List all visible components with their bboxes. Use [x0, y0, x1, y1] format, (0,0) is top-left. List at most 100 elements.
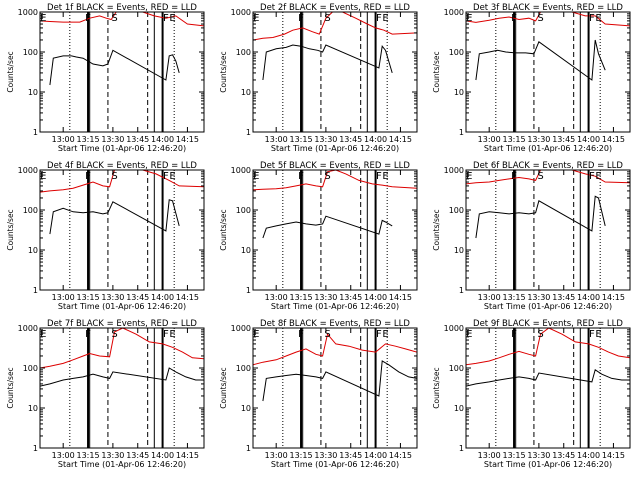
x-axis-label: Start Time (01-Apr-06 12:46:20): [58, 144, 186, 153]
marker-label: E: [595, 329, 601, 340]
marker-label: E: [253, 13, 259, 24]
marker-label: E: [253, 329, 259, 340]
x-tick-label: 14:15: [389, 293, 412, 302]
panel-title: Det 6f BLACK = Events, RED = LLD: [473, 161, 623, 171]
x-tick-label: 13:00: [265, 293, 288, 302]
marker-label: F: [589, 329, 595, 340]
x-tick-label: 13:00: [478, 135, 501, 144]
panel-title: Det 7f BLACK = Events, RED = LLD: [47, 319, 197, 329]
panel-title: Det 3f BLACK = Events, RED = LLD: [473, 3, 623, 13]
marker-label: E: [40, 329, 46, 340]
y-tick-label: 1000: [231, 324, 251, 333]
x-tick-label: 14:15: [176, 293, 199, 302]
panel-title: Det 5f BLACK = Events, RED = LLD: [260, 161, 410, 171]
plot-frame: [252, 169, 418, 291]
x-tick-label: 13:15: [290, 451, 313, 460]
x-axis-label: Start Time (01-Apr-06 12:46:20): [271, 302, 399, 311]
y-tick-label: 1: [246, 128, 251, 137]
y-tick-label: 100: [23, 364, 38, 373]
y-axis-label: Counts/sec: [219, 367, 228, 408]
x-tick-label: 13:30: [314, 451, 337, 460]
x-tick-label: 13:00: [478, 293, 501, 302]
x-tick-label: 13:15: [77, 451, 100, 460]
marker-label: F: [511, 171, 517, 182]
lld-line: [253, 170, 417, 191]
y-axis-label: Counts/sec: [432, 367, 441, 408]
y-tick-label: 1: [246, 444, 251, 453]
plot-frame: [39, 169, 205, 291]
x-tick-label: 14:00: [577, 451, 600, 460]
plot-frame: [39, 11, 205, 133]
x-tick-label: 13:15: [503, 135, 526, 144]
x-tick-label: 13:30: [527, 451, 550, 460]
lld-line: [466, 12, 630, 27]
x-tick-label: 13:15: [77, 293, 100, 302]
marker-label: F: [163, 13, 169, 24]
events-line: [49, 199, 180, 235]
y-tick-label: 1: [459, 286, 464, 295]
events-line: [475, 39, 606, 81]
events-line: [262, 44, 393, 81]
y-tick-label: 100: [449, 48, 464, 57]
y-tick-label: 1000: [18, 8, 38, 17]
x-tick-label: 14:00: [364, 451, 387, 460]
plot-frame: [39, 327, 205, 449]
marker-label: S: [111, 329, 117, 340]
plot-frame: [465, 327, 631, 449]
x-tick-label: 14:15: [602, 135, 625, 144]
y-tick-label: 1: [33, 128, 38, 137]
marker-label: E: [382, 329, 388, 340]
y-tick-label: 100: [449, 206, 464, 215]
x-tick-label: 13:30: [101, 293, 124, 302]
x-tick-label: 13:00: [52, 135, 75, 144]
marker-label: E: [40, 13, 46, 24]
y-axis-label: Counts/sec: [6, 367, 15, 408]
x-axis-label: Start Time (01-Apr-06 12:46:20): [484, 144, 612, 153]
y-tick-label: 100: [236, 48, 251, 57]
plot-frame: [252, 327, 418, 449]
x-tick-label: 13:30: [527, 293, 550, 302]
marker-label: F: [376, 171, 382, 182]
x-axis-label: Start Time (01-Apr-06 12:46:20): [484, 302, 612, 311]
x-tick-label: 13:00: [52, 293, 75, 302]
x-tick-label: 14:15: [389, 135, 412, 144]
x-tick-label: 13:00: [52, 451, 75, 460]
marker-label: S: [324, 13, 330, 24]
marker-label: S: [111, 171, 117, 182]
marker-label: F: [85, 329, 91, 340]
marker-label: E: [382, 171, 388, 182]
x-tick-label: 13:30: [314, 135, 337, 144]
marker-label: F: [85, 13, 91, 24]
x-tick-label: 13:45: [339, 451, 362, 460]
x-tick-label: 13:30: [101, 135, 124, 144]
x-tick-label: 13:45: [126, 293, 149, 302]
panel-title: Det 1f BLACK = Events, RED = LLD: [47, 3, 197, 13]
marker-label: F: [511, 329, 517, 340]
y-tick-label: 1000: [18, 324, 38, 333]
y-tick-label: 10: [241, 88, 251, 97]
marker-label: S: [324, 171, 330, 182]
marker-label: E: [169, 329, 175, 340]
x-tick-label: 13:15: [503, 293, 526, 302]
plot-frame: [465, 169, 631, 291]
x-tick-label: 14:15: [602, 293, 625, 302]
marker-label: F: [298, 329, 304, 340]
marker-label: F: [376, 329, 382, 340]
x-tick-label: 13:30: [101, 451, 124, 460]
x-tick-label: 13:00: [265, 451, 288, 460]
plot-frame: [252, 11, 418, 133]
x-tick-label: 14:15: [176, 135, 199, 144]
x-tick-label: 13:45: [552, 451, 575, 460]
y-tick-label: 100: [236, 364, 251, 373]
y-tick-label: 100: [23, 48, 38, 57]
x-tick-label: 13:45: [339, 135, 362, 144]
marker-label: E: [253, 171, 259, 182]
lld-line: [40, 170, 204, 193]
lld-line: [253, 333, 417, 366]
y-tick-label: 1000: [444, 8, 464, 17]
